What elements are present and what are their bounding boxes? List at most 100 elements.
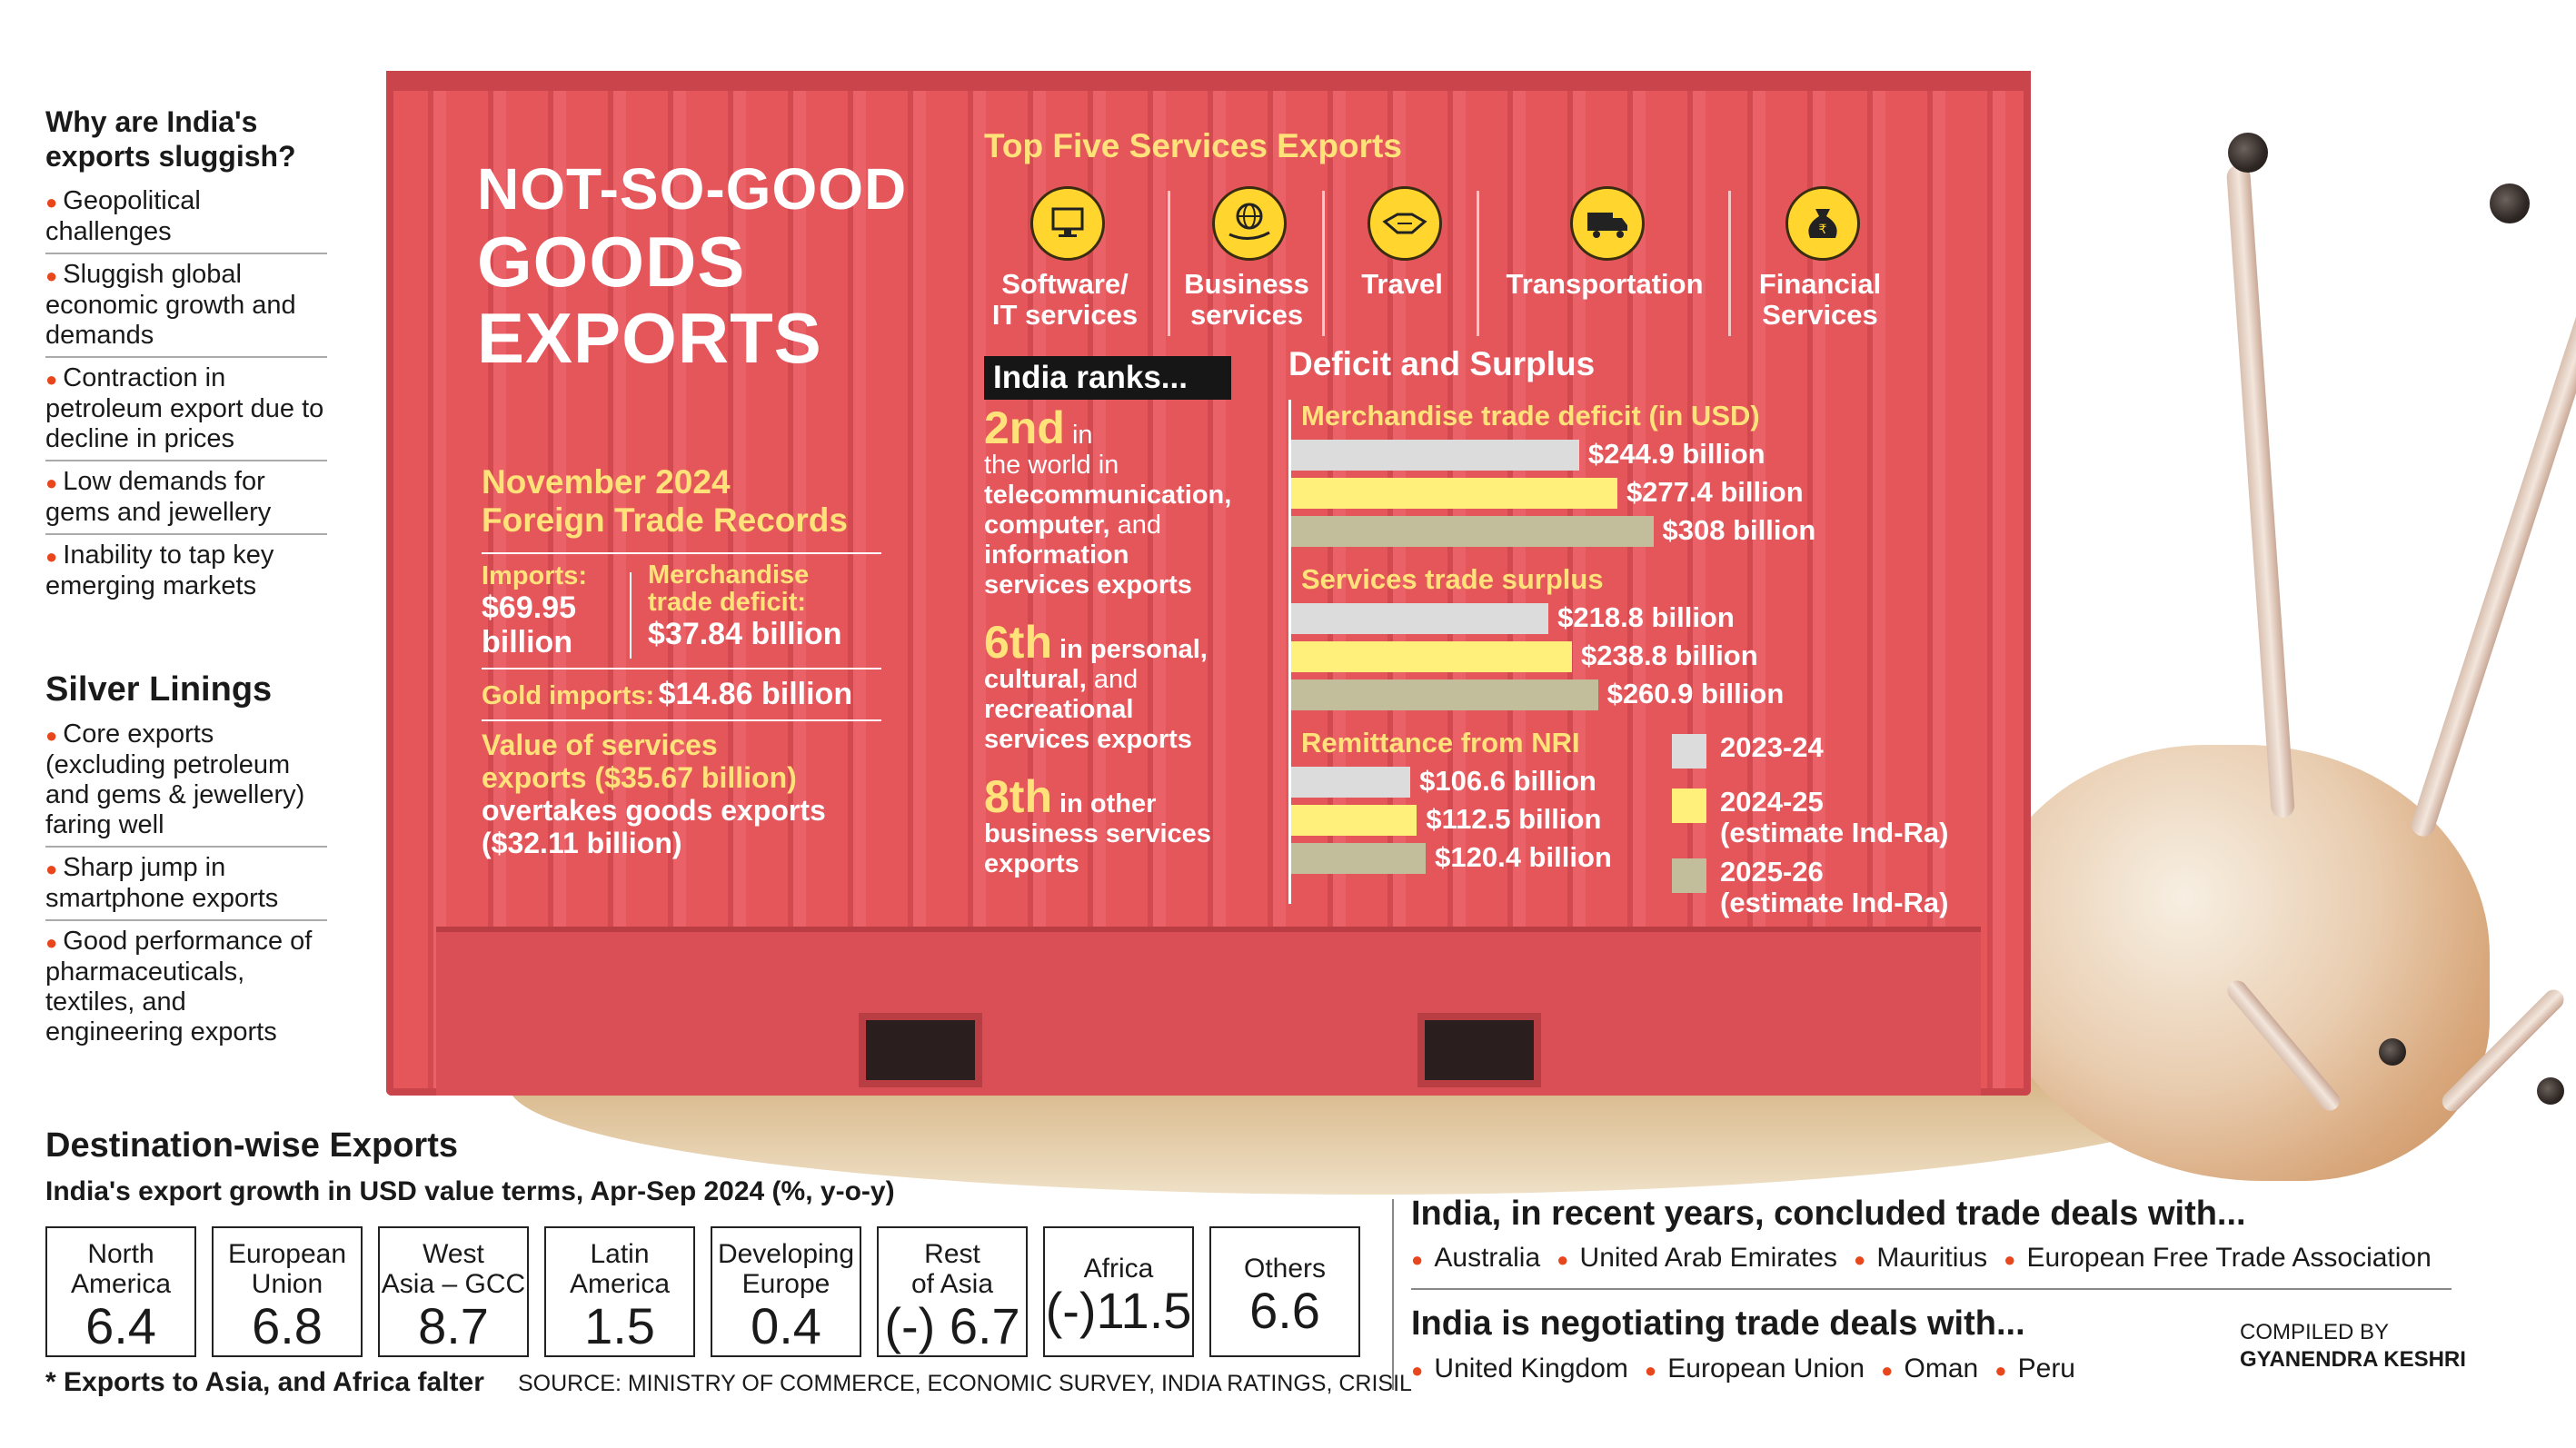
november-stats-row: Imports: $69.95 billion Merchandise trad…: [482, 554, 881, 668]
bullet-icon: ●: [45, 545, 58, 568]
legend-label-line-1: 2023-24: [1720, 731, 1824, 763]
silver-item: ● Good performance of pharmaceuticals, te…: [45, 921, 327, 1053]
bullet-icon: ●: [45, 264, 58, 287]
deal-country: ● Oman: [1881, 1354, 1978, 1384]
deals-divider-vertical: [1392, 1199, 1394, 1390]
destination-title: Destination-wise Exports: [45, 1126, 458, 1165]
chart-bar: [1291, 603, 1549, 634]
why-title: Why are India's exports sluggish?: [45, 105, 296, 173]
bullet-icon: ●: [1994, 1359, 2013, 1382]
destination-box: Latin America 1.5: [544, 1226, 695, 1357]
sidebar-silver: Silver Linings ● Core exports (excluding …: [45, 672, 327, 1053]
destination-name: European Union: [214, 1239, 361, 1299]
destination-value: (-) 6.7: [884, 1297, 1020, 1354]
rank-2nd-bold-4: services exports: [984, 570, 1192, 600]
deal-country-name: European Free Trade Association: [2026, 1243, 2432, 1273]
stats-divider: [630, 572, 632, 659]
bullet-icon: ●: [1411, 1248, 1429, 1271]
service-separator: [1168, 191, 1170, 336]
rank-6th-bold-2: recreational: [984, 695, 1134, 724]
chart-bar-label: $308 billion: [1662, 514, 1816, 546]
bullet-icon: ●: [1557, 1248, 1575, 1271]
chart-group-title: Services trade surplus: [1301, 563, 1604, 595]
november-title-2: Foreign Trade Records: [482, 501, 848, 539]
legend-label-line-1: 2024-25: [1720, 786, 1824, 818]
deficit-stat: Merchandise trade deficit: $37.84 billio…: [648, 561, 842, 652]
services-line-2: exports ($35.67 billion): [482, 761, 797, 794]
bullet-icon: ●: [1881, 1359, 1899, 1382]
destination-name-line-2: Union: [251, 1269, 323, 1299]
service-label-line-1: Financial: [1758, 268, 1882, 300]
destination-name-line-2: Asia – GCC: [381, 1269, 526, 1299]
snail-tentacle-tip-right: [2537, 1077, 2564, 1105]
chart-bar-label: $244.9 billion: [1587, 438, 1765, 470]
why-item-text: Sluggish global economic growth and dema…: [45, 260, 296, 350]
ranks-title-box: India ranks...: [984, 356, 1231, 400]
rank-2nd: 2nd in the world in telecommunication, c…: [984, 405, 1284, 600]
destination-box: European Union 6.8: [212, 1226, 363, 1357]
bullet-icon: ●: [1854, 1248, 1872, 1271]
legend-swatch: [1672, 858, 1706, 893]
november-title-1: November 2024: [482, 463, 731, 501]
destination-box: Africa (-)11.5: [1043, 1226, 1194, 1357]
imports-stat: Imports: $69.95 billion: [482, 561, 587, 660]
service-separator: [1322, 191, 1325, 336]
imports-value: $69.95: [482, 590, 576, 625]
november-block: November 2024 Foreign Trade Records Impo…: [482, 463, 881, 859]
deal-country: ● European Union: [1645, 1354, 1865, 1384]
chart-bar: [1291, 516, 1654, 547]
destination-name-line-1: Developing: [717, 1239, 855, 1269]
deal-country: ● United Arab Emirates: [1557, 1243, 1837, 1273]
chart-bar: [1291, 440, 1579, 471]
deal-country: ● European Free Trade Association: [2004, 1243, 2432, 1273]
gold-row: Gold imports: $14.86 billion: [482, 669, 881, 719]
rank-8th-value: 8th: [984, 771, 1052, 822]
bullet-icon: ●: [45, 858, 58, 880]
rank-6th-value: 6th: [984, 617, 1052, 668]
legend-swatch: [1672, 734, 1706, 769]
legend-label-line-1: 2025-26: [1720, 856, 1824, 888]
deal-country-name: European Union: [1667, 1354, 1865, 1384]
chart-bar: [1291, 843, 1427, 874]
deal-country-name: Peru: [2017, 1354, 2075, 1384]
destination-name: Others: [1211, 1254, 1358, 1284]
rank-2nd-bold-2: computer,: [984, 511, 1110, 540]
silver-item: ● Core exports (excluding petroleum and g…: [45, 714, 327, 848]
service-label-line-1: Business: [1184, 268, 1309, 300]
destination-name-line-1: European: [227, 1239, 347, 1269]
chart-bar-label: $218.8 billion: [1557, 601, 1735, 633]
service-label-line-1: Software/: [1001, 268, 1129, 300]
destination-name-line-1: Others: [1243, 1254, 1327, 1284]
destination-name-line-1: North: [87, 1239, 154, 1269]
why-item-text: Inability to tap key emerging markets: [45, 541, 274, 600]
concluded-list: ● Australia ● United Arab Emirates ● Mauri…: [1411, 1243, 2448, 1274]
rank-6th-mid: and: [1086, 665, 1139, 694]
snail-eye-right: [2490, 183, 2530, 223]
svg-text:₹: ₹: [1819, 223, 1827, 237]
service-label-line-1: Transportation: [1506, 268, 1704, 300]
chart-bar-label: $106.6 billion: [1419, 765, 1596, 797]
snail-eye-stalk-right: [2408, 244, 2576, 840]
rank-6th: 6th in personal, cultural, and recreatio…: [984, 620, 1284, 755]
chart-bar: [1291, 478, 1617, 509]
chart-bar-label: $112.5 billion: [1426, 803, 1602, 835]
chart-bar: [1291, 679, 1598, 710]
destination-name: Developing Europe: [712, 1239, 860, 1299]
sidebar-why: Why are India's exports sluggish? ● Geopo…: [45, 104, 327, 607]
destination-value: 1.5: [584, 1297, 655, 1354]
november-divider-3: [482, 719, 881, 721]
deal-country: ● Mauritius: [1854, 1243, 1987, 1273]
destination-box: Developing Europe 0.4: [711, 1226, 861, 1357]
credit-line-1: COMPILED BY: [2240, 1320, 2390, 1344]
silver-item: ● Sharp jump in smartphone exports: [45, 848, 327, 921]
silver-item-text: Core exports (excluding petroleum and ge…: [45, 719, 305, 839]
silver-item-text: Good performance of pharmaceuticals, tex…: [45, 927, 313, 1046]
destination-box: Others 6.6: [1209, 1226, 1360, 1357]
destination-name-line-2: America: [569, 1269, 671, 1299]
chart-group-title: Remittance from NRI: [1301, 727, 1580, 759]
container-bottom-panel: [436, 927, 1981, 1096]
silver-title: Silver Linings: [45, 670, 273, 709]
snail-head: [1981, 745, 2490, 1181]
why-item: ● Contraction in petroleum export due to …: [45, 358, 327, 461]
service-label-line-2: Services: [1762, 299, 1878, 331]
